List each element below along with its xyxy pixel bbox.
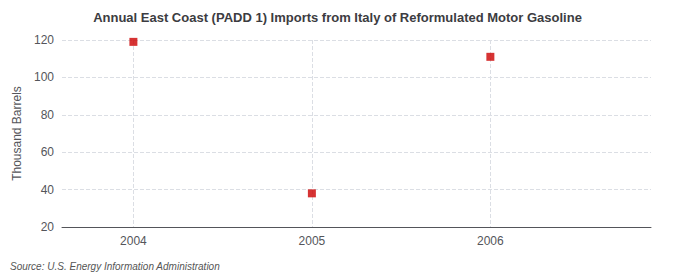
svg-text:2006: 2006 — [477, 234, 504, 248]
svg-text:Annual East Coast (PADD 1) Imp: Annual East Coast (PADD 1) Imports from … — [93, 10, 582, 25]
svg-text:120: 120 — [34, 33, 54, 47]
svg-text:100: 100 — [34, 70, 54, 84]
svg-text:60: 60 — [41, 145, 55, 159]
svg-text:20: 20 — [41, 220, 55, 234]
svg-text:2004: 2004 — [120, 234, 147, 248]
svg-text:2005: 2005 — [299, 234, 326, 248]
svg-text:40: 40 — [41, 183, 55, 197]
svg-text:80: 80 — [41, 108, 55, 122]
svg-text:Thousand Barrels: Thousand Barrels — [10, 86, 24, 181]
svg-text:Source: U.S. Energy Informatio: Source: U.S. Energy Information Administ… — [10, 261, 220, 272]
